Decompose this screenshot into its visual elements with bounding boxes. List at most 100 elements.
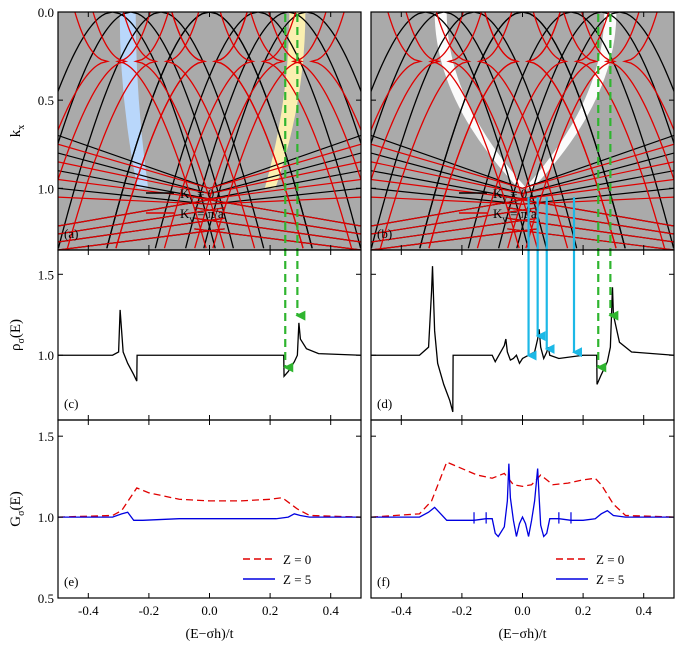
x-tick-label: -0.4 <box>391 603 412 618</box>
band-line-0-1-1-0 <box>154 12 259 249</box>
band-line-0-1-1-0 <box>467 12 572 249</box>
diag-line-l-0-2 <box>371 170 523 200</box>
band-line-1-0-1-0 <box>115 12 207 249</box>
diag-line-l-0-2 <box>58 170 210 200</box>
band-line-1-2-1-1 <box>603 12 674 182</box>
diag-line-l-0-3 <box>58 187 210 205</box>
series-line-dos <box>58 309 361 382</box>
diag-line-lo2-1-0 <box>58 196 225 227</box>
x-tick-label: 0.2 <box>575 603 591 618</box>
diag-line-l-0-1 <box>371 152 523 195</box>
diag-line-l-1-1 <box>58 161 210 195</box>
highlight-band-2 <box>524 12 617 189</box>
diag-line-lo-1-3 <box>507 228 674 250</box>
band-line-1-3-1-1 <box>309 12 361 132</box>
series-line-Z-=-5 <box>371 463 674 538</box>
diag-line-l-1-3 <box>371 196 523 205</box>
panel-c: (c) <box>58 309 361 411</box>
band-line-1-3--1-0 <box>58 12 110 132</box>
diag-line-lo2-1-3 <box>58 228 225 250</box>
diag-line-lo2-1-2 <box>371 217 538 243</box>
band-line-1-1--1-0 <box>66 12 159 249</box>
band-line-0-1--1-1 <box>160 12 265 249</box>
band-line-1-3-1-0 <box>212 12 304 249</box>
band-line-0-1-1-1 <box>570 12 674 249</box>
panel-a: Ky = 0Ky = π/a (a) <box>58 12 361 250</box>
axes-text: 0.0 0.5 1.0 kx 1.0 1.5 ρσ(E) 0.5 1.0 1.5 Gσ(E) -0.4… <box>8 5 675 642</box>
band-line-1-2--1-0 <box>58 12 129 182</box>
panel-b: Ky = 0Ky = π/a(b) <box>371 12 674 250</box>
y-tick-label: 1.5 <box>38 429 54 444</box>
diag-line-lo-1-0 <box>194 196 361 227</box>
diag-line-l-1-3 <box>58 196 210 205</box>
diag-line-lo2-1-1 <box>58 207 225 235</box>
band-line-0-1--1-0 <box>58 12 162 249</box>
band-line-0-3-1-1 <box>306 12 361 94</box>
y-tick-label: 1.0 <box>38 348 54 363</box>
series-line-dos <box>371 266 674 413</box>
x-axis-label: (E−σh)/t <box>185 627 233 642</box>
diag-line-l-0-0 <box>371 134 523 189</box>
panel-label: (f) <box>377 574 390 589</box>
x-tick-label: 0.0 <box>514 603 530 618</box>
band-line-0-2--1-1 <box>130 12 235 249</box>
diag-line-lo-1-0 <box>507 196 674 227</box>
panel-f: Z = 0 Z = 5 (f) <box>371 461 674 589</box>
band-line-1-3--1-0 <box>371 12 423 132</box>
diag-line-l-0-1 <box>58 152 210 195</box>
band-line-1-1-1-1 <box>573 12 666 249</box>
y-tick-label: 1.5 <box>38 267 54 282</box>
diag-line-l-1-0 <box>58 143 210 189</box>
band-line-1-1-1-0 <box>163 12 256 249</box>
band-line-0-0-1-1 <box>209 12 313 249</box>
panel-label: (a) <box>64 226 78 241</box>
band-line-1-1--1-1 <box>476 12 569 249</box>
legend-label: Z = 5 <box>596 572 624 587</box>
band-line-1-3-1-1 <box>622 12 674 132</box>
y-tick-label: 1.0 <box>38 181 54 196</box>
highlight-band-1 <box>119 12 149 189</box>
legend-label: Ky = 0 <box>180 186 214 204</box>
band-line-0-0-1-0 <box>106 12 210 249</box>
diag-line-l-1-2 <box>58 178 210 200</box>
band-line-1-2-1-1 <box>290 12 361 182</box>
x-tick-label: -0.2 <box>452 603 473 618</box>
series-line-Z-=-5 <box>58 511 361 521</box>
diag-line-lo-1-1 <box>507 207 674 235</box>
panel-e: Z = 0 Z = 5 (e) <box>58 487 361 589</box>
x-tick-label: -0.4 <box>78 603 99 618</box>
band-line-1-3--1-1 <box>428 12 520 249</box>
band-line-1-0-1-1 <box>525 12 617 249</box>
band-line-0-0-1-1 <box>522 12 626 249</box>
diag-line-lo-1-2 <box>194 217 361 243</box>
y-tick-label: 0.5 <box>38 591 54 606</box>
y-axis-label: kx <box>8 125 27 138</box>
band-line-0-1--1-0 <box>371 12 475 249</box>
y-tick-label: 1.0 <box>38 510 54 525</box>
band-line-0-3--1-0 <box>371 12 426 94</box>
diag-line-lo-1-2 <box>507 217 674 243</box>
y-tick-label: 0.5 <box>38 93 54 108</box>
band-line-1-1-1-0 <box>476 12 569 249</box>
band-line-0-2-1-1 <box>288 12 361 146</box>
diag-line-l-1-1 <box>371 161 523 195</box>
highlight-band-2 <box>264 12 306 189</box>
frame-e <box>57 419 362 599</box>
series-line-Z-=-0 <box>371 461 674 518</box>
band-line-1-3--1-1 <box>115 12 207 249</box>
legend: Z = 0 Z = 5 <box>243 552 311 587</box>
x-tick-label: 0.2 <box>262 603 278 618</box>
legend: Ky = 0Ky = π/a <box>146 186 224 224</box>
diag-line-lo2-1-2 <box>58 217 225 243</box>
frame-d <box>370 249 675 421</box>
band-line-0-0-1-0 <box>419 12 523 249</box>
x-tick-label: 0.4 <box>636 603 653 618</box>
band-line-1-2--1-1 <box>446 12 538 249</box>
panel-label: (e) <box>64 574 78 589</box>
highlight-band-1 <box>434 12 527 189</box>
diag-line-lo-1-1 <box>194 207 361 235</box>
band-line-1-2--1-1 <box>133 12 225 249</box>
diag-line-l-0-3 <box>371 187 523 205</box>
band-line-1-1-1-1 <box>260 12 353 249</box>
